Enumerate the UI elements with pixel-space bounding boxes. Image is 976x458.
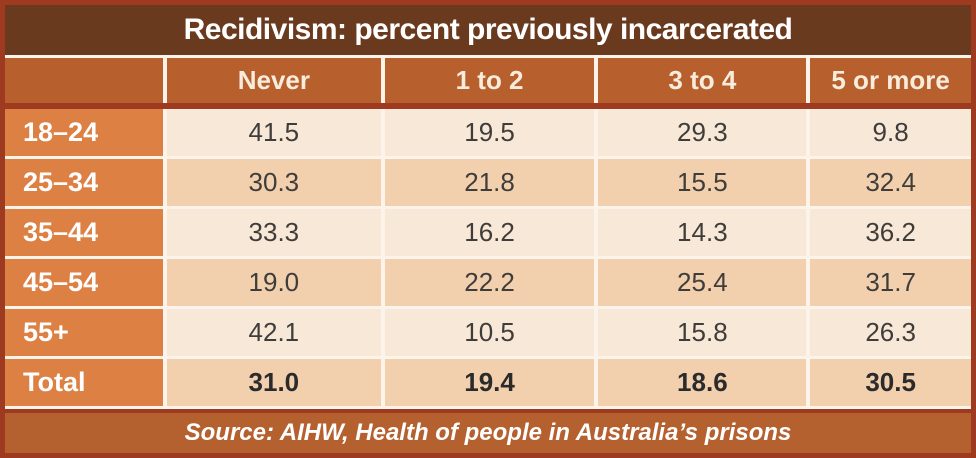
data-cell: 10.5 xyxy=(384,309,595,356)
table-row: 35–44 33.3 16.2 14.3 36.2 xyxy=(5,209,971,256)
row-label: 35–44 xyxy=(5,209,163,256)
data-cell: 19.4 xyxy=(384,359,595,406)
table-header-row: Never 1 to 2 3 to 4 5 or more xyxy=(5,58,971,109)
source-note: Source: AIHW, Health of people in Austra… xyxy=(5,409,971,453)
data-cell: 31.0 xyxy=(167,359,381,406)
column-header-empty xyxy=(5,58,163,103)
column-header-5-or-more: 5 or more xyxy=(810,58,971,103)
data-cell: 19.5 xyxy=(384,109,595,156)
data-cell: 29.3 xyxy=(598,109,807,156)
data-cell: 30.5 xyxy=(810,359,971,406)
table-row: 55+ 42.1 10.5 15.8 26.3 xyxy=(5,309,971,356)
data-cell: 22.2 xyxy=(384,259,595,306)
data-cell: 16.2 xyxy=(384,209,595,256)
table-frame: Recidivism: percent previously incarcera… xyxy=(5,5,971,453)
data-cell: 33.3 xyxy=(167,209,381,256)
data-cell: 14.3 xyxy=(598,209,807,256)
data-cell: 30.3 xyxy=(167,159,381,206)
row-label: 25–34 xyxy=(5,159,163,206)
table-row: 18–24 41.5 19.5 29.3 9.8 xyxy=(5,109,971,156)
data-cell: 42.1 xyxy=(167,309,381,356)
data-cell: 26.3 xyxy=(810,309,971,356)
column-header-1-to-2: 1 to 2 xyxy=(384,58,595,103)
row-label: 45–54 xyxy=(5,259,163,306)
data-cell: 32.4 xyxy=(810,159,971,206)
row-label: 55+ xyxy=(5,309,163,356)
data-cell: 9.8 xyxy=(810,109,971,156)
row-label: 18–24 xyxy=(5,109,163,156)
data-cell: 15.5 xyxy=(598,159,807,206)
data-cell: 15.8 xyxy=(598,309,807,356)
table-row: 45–54 19.0 22.2 25.4 31.7 xyxy=(5,259,971,306)
data-cell: 36.2 xyxy=(810,209,971,256)
table-row: Total 31.0 19.4 18.6 30.5 xyxy=(5,359,971,406)
data-cell: 21.8 xyxy=(384,159,595,206)
table-body: 18–24 41.5 19.5 29.3 9.8 25–34 30.3 21.8 15.5 32.… xyxy=(5,109,971,406)
data-cell: 25.4 xyxy=(598,259,807,306)
data-cell: 18.6 xyxy=(598,359,807,406)
data-cell: 41.5 xyxy=(167,109,381,156)
row-label: Total xyxy=(5,359,163,406)
table-title: Recidivism: percent previously incarcera… xyxy=(5,5,971,55)
column-header-never: Never xyxy=(167,58,381,103)
column-header-3-to-4: 3 to 4 xyxy=(598,58,807,103)
table-row: 25–34 30.3 21.8 15.5 32.4 xyxy=(5,159,971,206)
data-cell: 31.7 xyxy=(810,259,971,306)
data-cell: 19.0 xyxy=(167,259,381,306)
